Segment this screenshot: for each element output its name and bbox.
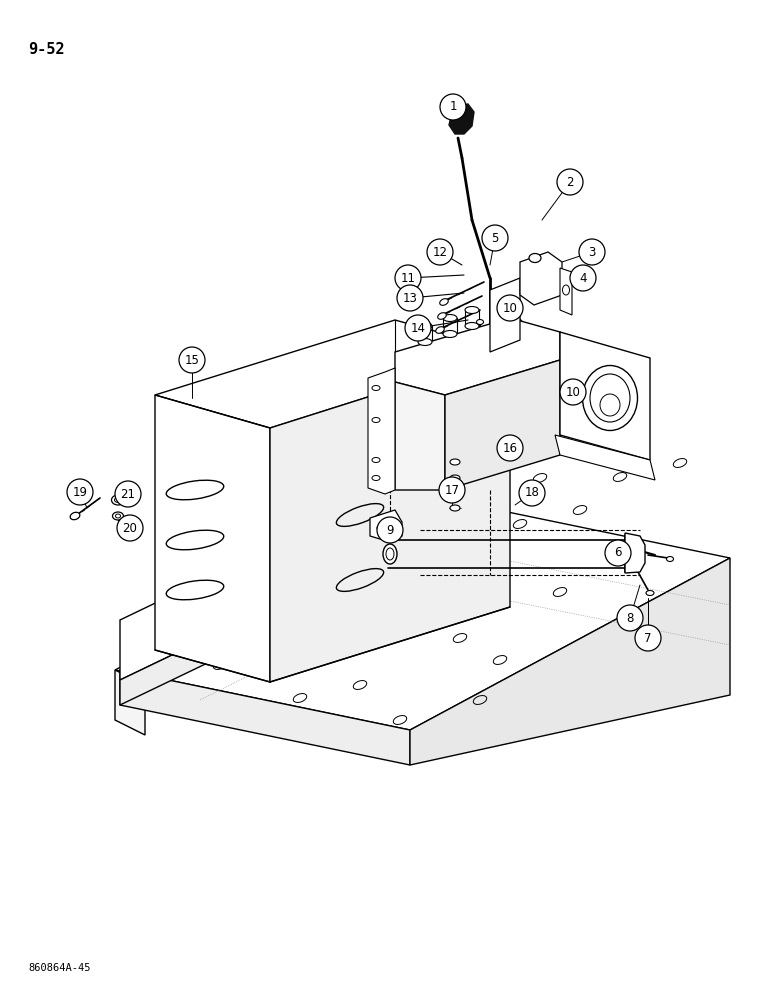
Text: 10: 10 [503,302,517,314]
Circle shape [179,347,205,373]
Text: 18: 18 [524,487,540,499]
Text: 8: 8 [626,611,634,624]
Ellipse shape [450,475,460,481]
Circle shape [397,285,423,311]
Text: 3: 3 [588,245,596,258]
Circle shape [67,479,93,505]
Text: 860864A-45: 860864A-45 [28,963,90,973]
Circle shape [497,295,523,321]
Circle shape [605,540,631,566]
Circle shape [579,239,605,265]
Ellipse shape [443,314,457,322]
Text: 14: 14 [411,322,425,334]
Ellipse shape [450,491,460,497]
Ellipse shape [490,314,504,322]
Circle shape [427,239,453,265]
Polygon shape [120,632,220,705]
Ellipse shape [450,505,460,511]
Text: 17: 17 [445,484,459,496]
Ellipse shape [490,298,504,306]
Polygon shape [449,104,474,134]
Ellipse shape [443,330,457,338]
Ellipse shape [646,590,654,595]
Circle shape [439,477,465,503]
Ellipse shape [435,327,444,333]
Circle shape [557,169,583,195]
Text: 2: 2 [566,176,574,188]
Polygon shape [410,558,730,765]
Text: 6: 6 [615,546,621,560]
Polygon shape [115,670,145,735]
Text: 15: 15 [185,354,199,366]
Text: 13: 13 [402,292,418,304]
Text: 9: 9 [386,524,394,536]
Circle shape [519,480,545,506]
Polygon shape [115,500,730,730]
Ellipse shape [666,556,673,562]
Circle shape [570,265,596,291]
Polygon shape [625,533,645,573]
Ellipse shape [418,338,432,346]
Polygon shape [560,268,572,315]
Polygon shape [370,510,402,542]
Circle shape [115,481,141,507]
Ellipse shape [418,322,432,330]
Circle shape [395,265,421,291]
Circle shape [497,435,523,461]
Ellipse shape [438,313,446,319]
Polygon shape [368,368,395,494]
Polygon shape [120,572,220,680]
Text: 7: 7 [645,632,652,645]
Polygon shape [120,670,410,765]
Text: 19: 19 [73,486,87,498]
Ellipse shape [113,512,124,520]
Polygon shape [560,332,650,460]
Polygon shape [445,360,560,490]
Ellipse shape [476,320,483,324]
Ellipse shape [465,322,479,330]
Ellipse shape [583,365,638,430]
Circle shape [560,379,586,405]
Polygon shape [520,252,562,305]
Text: 11: 11 [401,271,415,284]
Polygon shape [155,320,510,428]
Circle shape [482,225,508,251]
Polygon shape [555,435,655,480]
Circle shape [440,94,466,120]
Ellipse shape [70,512,80,520]
Text: 5: 5 [491,232,499,244]
Ellipse shape [529,253,541,262]
Polygon shape [155,395,270,682]
Ellipse shape [440,299,449,305]
Polygon shape [490,278,520,352]
Polygon shape [120,498,730,730]
Ellipse shape [383,544,397,564]
Polygon shape [395,382,445,490]
Circle shape [117,515,143,541]
Ellipse shape [465,306,479,314]
Circle shape [635,625,661,651]
Ellipse shape [111,495,124,505]
Text: 9-52: 9-52 [28,42,65,57]
Circle shape [377,517,403,543]
Text: 20: 20 [123,522,137,534]
Text: 4: 4 [579,271,587,284]
Ellipse shape [450,459,460,465]
Text: 10: 10 [566,385,581,398]
Circle shape [617,605,643,631]
Polygon shape [395,318,560,395]
Text: 16: 16 [503,442,517,454]
Text: 1: 1 [449,101,457,113]
Polygon shape [270,352,510,682]
Text: 12: 12 [432,245,448,258]
Text: 21: 21 [120,488,136,500]
Circle shape [405,315,431,341]
